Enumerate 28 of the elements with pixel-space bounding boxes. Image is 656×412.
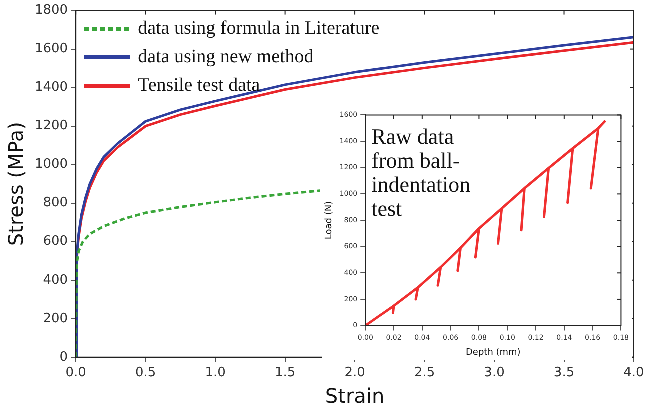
legend-label: data using formula in Literature <box>138 18 380 40</box>
y-tick-label: 200 <box>43 311 68 326</box>
x-tick-label: 0.0 <box>66 366 86 381</box>
x-axis-title: Strain <box>325 384 385 408</box>
x-tick-label: 0.5 <box>135 366 156 381</box>
y-axis-title: Load (N) <box>324 201 335 240</box>
annotation: Raw data from ball-indentation test <box>372 124 472 222</box>
y-tick-label: 400 <box>43 272 68 288</box>
y-axis-title: Stress (MPa) <box>4 122 28 246</box>
x-tick-label: 3.0 <box>484 366 505 381</box>
x-tick-label: 1.0 <box>205 366 226 381</box>
x-tick-label: 4.0 <box>624 366 644 381</box>
y-tick-label: 800 <box>43 196 68 211</box>
line-series <box>76 190 322 358</box>
y-tick-label: 1000 <box>34 157 68 172</box>
y-tick-label: 1400 <box>34 80 68 96</box>
legend-label: data using new method <box>138 46 314 68</box>
x-tick-label: 2.5 <box>414 366 436 381</box>
y-tick-label: 600 <box>43 234 68 250</box>
y-tick-label: 1600 <box>34 42 68 57</box>
x-axis-title: Depth (mm) <box>466 348 521 358</box>
y-tick-label: 1200 <box>34 118 68 134</box>
y-tick-label: 1800 <box>34 3 68 18</box>
x-tick-label: 1.5 <box>274 366 296 381</box>
x-tick-label: 2.0 <box>344 366 366 381</box>
x-tick-label: 3.5 <box>554 366 575 381</box>
y-tick-label: 0 <box>60 350 68 365</box>
legend-label: Tensile test data <box>138 75 261 96</box>
